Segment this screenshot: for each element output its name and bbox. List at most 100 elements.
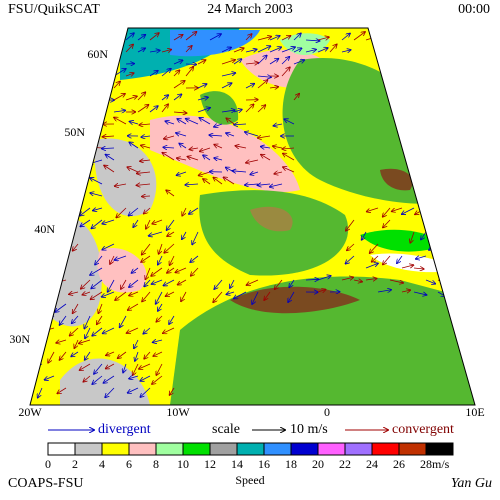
- wind-arrow: [282, 148, 295, 149]
- wind-arrow: [182, 231, 187, 239]
- wind-arrow: [149, 33, 159, 41]
- wind-arrow: [30, 110, 38, 112]
- wind-arrow: [367, 207, 379, 212]
- wind-arrow: [73, 303, 79, 313]
- wind-arrow: [401, 290, 410, 292]
- wind-arrow: [347, 243, 355, 250]
- wind-arrow: [66, 166, 79, 173]
- wind-arrow: [118, 351, 127, 358]
- wind-arrow: [144, 207, 151, 214]
- colorbar-swatch: [128, 442, 157, 456]
- colorbar-label: 6: [126, 457, 132, 471]
- wind-arrow: [214, 145, 223, 149]
- wind-arrow: [128, 303, 139, 310]
- wind-arrow: [449, 266, 463, 268]
- wind-arrow: [213, 178, 223, 185]
- wind-arrow: [284, 119, 295, 125]
- wind-arrow: [221, 73, 235, 77]
- wind-arrow: [56, 340, 67, 343]
- wind-arrow: [250, 172, 259, 174]
- wind-arrow: [258, 136, 271, 138]
- wind-arrow: [140, 375, 151, 381]
- wind-arrow: [173, 70, 180, 77]
- wind-arrow: [164, 243, 175, 253]
- wind-arrow: [226, 133, 235, 136]
- wind-arrow: [137, 48, 145, 53]
- lat-label: 60N: [87, 47, 108, 61]
- colorbar-swatch: [398, 442, 427, 456]
- wind-arrow: [245, 184, 259, 185]
- wind-arrow: [127, 327, 139, 333]
- wind-arrow: [173, 81, 185, 89]
- wind-arrow: [30, 58, 38, 65]
- colorbar-label: 8: [153, 457, 159, 471]
- wind-arrow: [85, 327, 91, 338]
- wind-arrow: [144, 279, 151, 286]
- wind-arrow: [30, 135, 31, 140]
- wind-arrow: [115, 184, 127, 186]
- wind-arrow: [161, 104, 168, 113]
- wind-arrow: [438, 255, 451, 262]
- footer-right: Yan Gu: [451, 476, 492, 491]
- wind-arrow: [185, 184, 199, 185]
- wind-arrow: [149, 50, 160, 52]
- wind-arrow: [97, 315, 103, 324]
- wind-arrow: [197, 97, 208, 100]
- wind-arrow: [288, 291, 295, 302]
- colorbar-label: 0: [45, 457, 51, 471]
- wind-arrow: [163, 147, 175, 148]
- wind-arrow: [149, 231, 163, 236]
- wind-arrow: [413, 49, 424, 52]
- wind-arrow: [257, 80, 267, 89]
- wind-arrow: [270, 183, 283, 187]
- wind-arrow: [169, 255, 175, 265]
- wind-arrow: [177, 119, 187, 125]
- wind-arrow: [145, 267, 151, 279]
- wind-arrow: [293, 60, 304, 65]
- wind-arrow: [269, 87, 278, 88]
- wind-arrow: [36, 303, 43, 313]
- wind-arrow: [281, 47, 295, 53]
- wind-arrow: [341, 277, 353, 280]
- wind-arrow: [146, 219, 151, 229]
- wind-arrow: [141, 145, 151, 148]
- wind-arrow: [341, 33, 350, 41]
- wind-arrow: [257, 46, 270, 53]
- wind-arrow: [30, 37, 38, 40]
- wind-arrow: [305, 49, 316, 52]
- wind-arrow: [113, 94, 125, 101]
- wind-arrow: [125, 73, 134, 76]
- wind-arrow: [67, 196, 79, 197]
- wind-arrow: [221, 47, 231, 53]
- colorbar-label: 24: [366, 457, 378, 471]
- wind-arrow: [59, 351, 67, 360]
- wind-arrow: [161, 69, 171, 77]
- wind-arrow: [73, 243, 79, 251]
- wind-arrow: [153, 340, 163, 342]
- wind-arrow: [77, 32, 86, 41]
- wind-arrow: [245, 104, 254, 113]
- wind-arrow: [141, 136, 151, 137]
- wind-arrow: [293, 94, 299, 101]
- wind-arrow: [129, 121, 139, 124]
- wind-arrow: [125, 33, 134, 41]
- wind-arrow: [234, 124, 247, 125]
- wind-arrow: [261, 155, 271, 161]
- wind-arrow: [133, 363, 139, 375]
- wind-arrow: [156, 363, 163, 375]
- wind-arrow: [235, 146, 247, 148]
- wind-arrow: [121, 279, 127, 289]
- wind-arrow: [89, 84, 100, 89]
- wind-arrow: [102, 243, 115, 250]
- wind-arrow: [104, 165, 115, 173]
- wind-arrow: [44, 243, 55, 250]
- wind-arrow: [32, 166, 43, 173]
- wind-arrow: [163, 279, 175, 286]
- wind-arrow: [30, 85, 38, 88]
- wind-arrow: [70, 327, 79, 336]
- wind-arrow: [257, 37, 271, 41]
- wind-arrow: [80, 219, 91, 227]
- wind-arrow: [200, 147, 211, 151]
- wind-arrow: [84, 315, 91, 329]
